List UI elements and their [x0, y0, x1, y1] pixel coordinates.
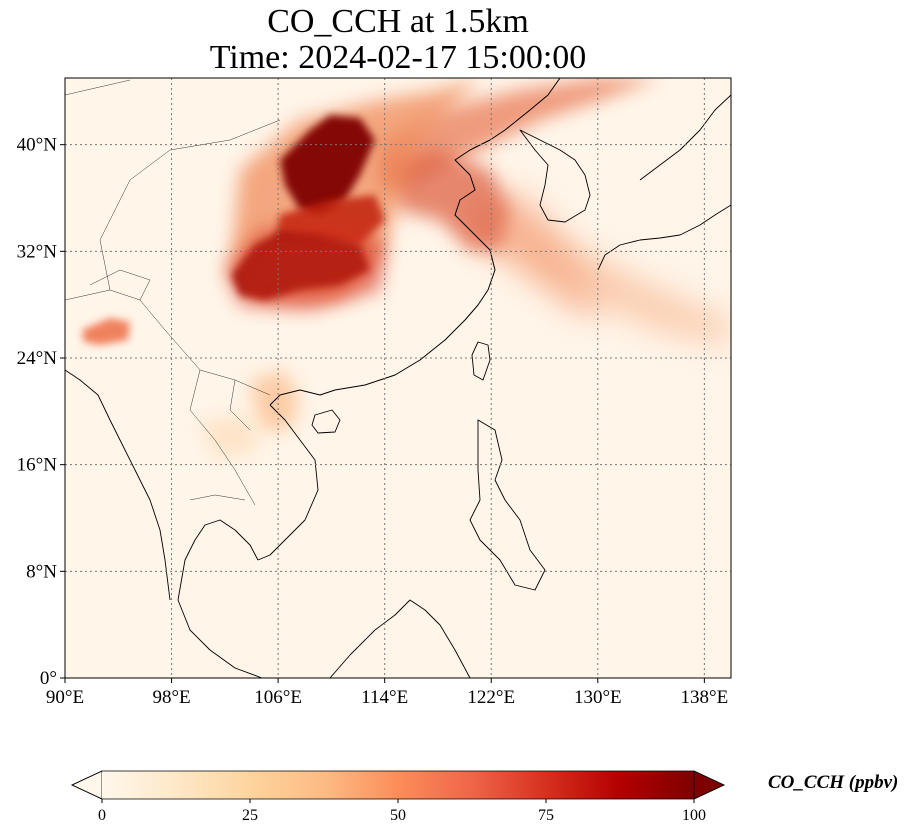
colorbar-tick-label: 50 — [390, 807, 406, 824]
longitude-tick-label: 106°E — [254, 687, 302, 708]
map-title: CO_CCH at 1.5km — [267, 3, 529, 40]
latitude-tick-label: 32°N — [17, 241, 58, 262]
colorbar-lower-extension — [71, 770, 103, 800]
colorbar-title: CO_CCH (ppbv) — [768, 772, 898, 793]
graticule — [65, 78, 731, 678]
land-borders — [65, 79, 281, 506]
laos-patch — [200, 415, 260, 460]
latitude-tick-label: 16°N — [17, 455, 58, 476]
indochina-gulf-coast — [177, 519, 263, 678]
latitude-ticks: 0° 8°N 16°N 24°N 32°N 40°N — [17, 135, 65, 689]
longitude-ticks: 90°E 98°E 106°E 114°E 122°E 130°E 138°E — [46, 678, 728, 708]
myanmar-hotspot — [82, 318, 130, 345]
map-panel — [64, 77, 732, 679]
north-china-core-plume — [280, 115, 375, 215]
longitude-tick-label: 90°E — [46, 687, 84, 708]
vietnam-coastline — [257, 404, 319, 561]
myanmar-coast — [65, 369, 171, 601]
sichuan-basin-halo — [225, 225, 385, 310]
colorbar-upper-extension — [693, 770, 725, 800]
longitude-tick-label: 122°E — [467, 687, 515, 708]
longitude-tick-label: 114°E — [361, 687, 408, 708]
colorbar-gradient — [102, 771, 694, 799]
longitude-tick-label: 130°E — [574, 687, 622, 708]
colorbar-tick-label: 75 — [538, 807, 554, 824]
latitude-tick-label: 8°N — [26, 561, 57, 582]
taiwan-island — [471, 341, 491, 381]
map-frame — [64, 77, 732, 679]
longitude-tick-label: 138°E — [681, 687, 729, 708]
latitude-tick-label: 24°N — [17, 348, 58, 369]
philippines-islands — [469, 419, 546, 591]
colorbar-ticks: 0 25 50 75 100 — [98, 799, 706, 824]
yellow-sea-plume — [380, 150, 510, 250]
latitude-tick-label: 0° — [40, 668, 57, 689]
map-time-subtitle: Time: 2024-02-17 15:00:00 — [209, 39, 587, 76]
korea-peninsula — [519, 129, 591, 223]
colorbar: 0 25 50 75 100 CO_CCH (ppbv) — [71, 770, 898, 824]
colorbar-tick-label: 100 — [682, 807, 706, 824]
china-coastline — [269, 78, 561, 406]
concentration-field — [82, 78, 731, 460]
longitude-tick-label: 98°E — [152, 687, 190, 708]
borneo-coast — [329, 599, 471, 678]
hainan-island — [311, 409, 341, 434]
colorbar-tick-label: 25 — [242, 807, 258, 824]
latitude-tick-label: 40°N — [17, 135, 58, 156]
colorbar-tick-label: 0 — [98, 807, 106, 824]
